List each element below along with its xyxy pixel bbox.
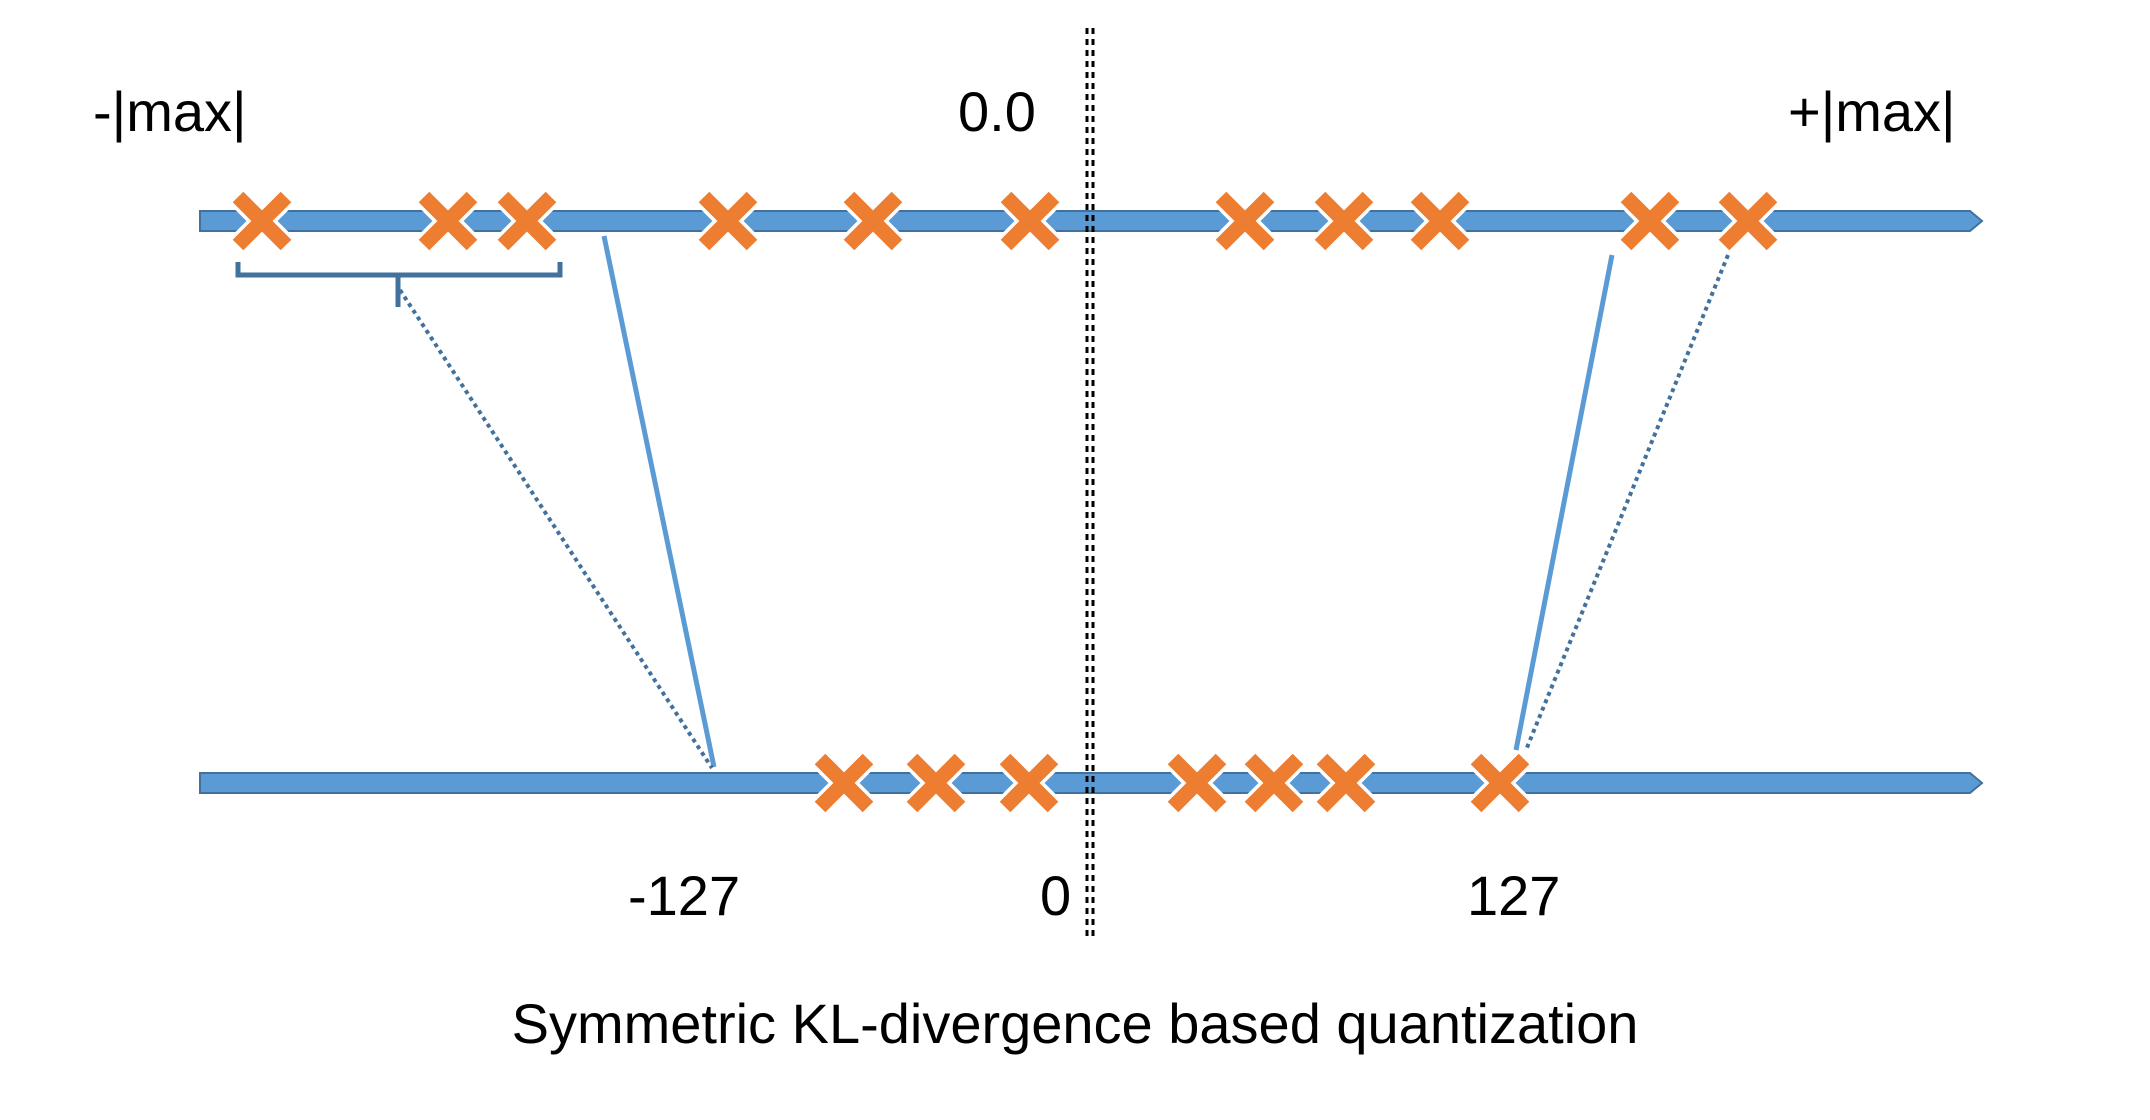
positive-dotted-mapping-line [1524, 254, 1730, 751]
x-mark-icon [230, 189, 294, 253]
x-mark-icon [998, 189, 1062, 253]
x-mark-icon [1468, 751, 1532, 815]
negative-threshold-mapping-line [601, 235, 717, 768]
threshold-bracket [235, 262, 563, 307]
x-mark-icon [1242, 751, 1306, 815]
pos-max-label: +|max| [1788, 80, 1956, 143]
x-mark-icon [495, 189, 559, 253]
x-mark-icon [696, 189, 760, 253]
positive-threshold-mapping-line [1513, 254, 1615, 751]
negative-dotted-mapping-line [398, 288, 714, 770]
neg-127-label: -127 [628, 864, 741, 927]
x-mark-icon [1312, 189, 1376, 253]
neg-max-label: -|max| [93, 80, 247, 143]
int8-range-axis [199, 772, 1984, 794]
x-mark-icon [812, 751, 876, 815]
x-mark-icon [1213, 189, 1277, 253]
float-value-markers [230, 189, 1780, 253]
x-mark-icon [1618, 189, 1682, 253]
x-mark-icon [1165, 751, 1229, 815]
diagram-caption: Symmetric KL-divergence based quantizati… [511, 992, 1639, 1055]
x-mark-icon [1408, 189, 1472, 253]
x-mark-icon [1716, 189, 1780, 253]
zero-float-label: 0.0 [958, 80, 1036, 143]
x-mark-icon [904, 751, 968, 815]
x-mark-icon [1314, 751, 1378, 815]
x-mark-icon [416, 189, 480, 253]
zero-int-label: 0 [1040, 864, 1072, 927]
pos-127-label: 127 [1467, 864, 1561, 927]
x-mark-icon [841, 189, 905, 253]
int8-value-markers [812, 751, 1532, 815]
x-mark-icon [997, 751, 1061, 815]
zero-center-line [1085, 28, 1095, 940]
